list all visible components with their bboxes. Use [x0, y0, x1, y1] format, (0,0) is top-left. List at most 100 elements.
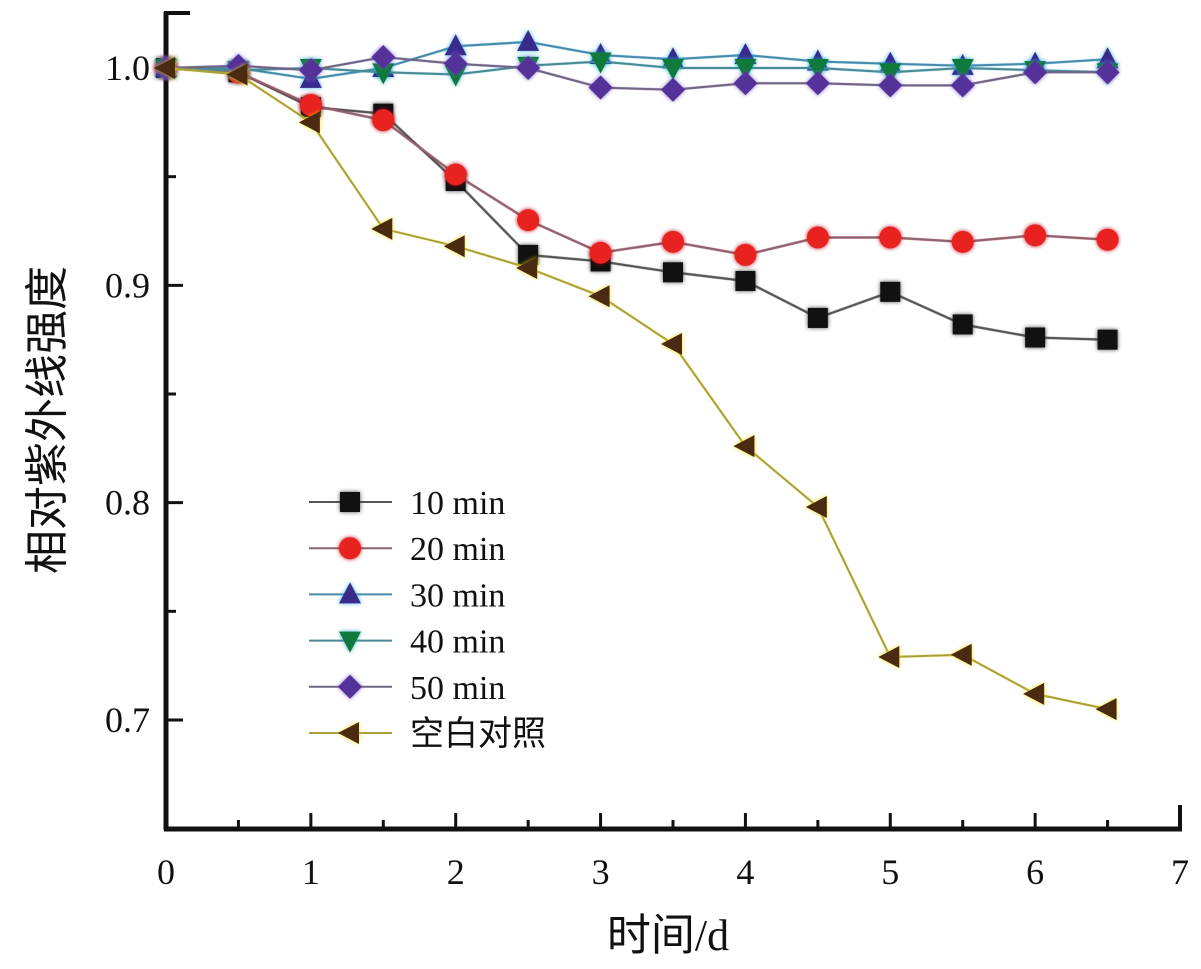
x-ticks	[164, 813, 1182, 829]
data-point	[517, 29, 540, 51]
data-point	[443, 235, 465, 258]
legend-marker	[339, 631, 361, 653]
series-line	[165, 67, 1108, 711]
data-point	[878, 73, 903, 98]
data-point	[444, 65, 467, 87]
data-point	[734, 59, 757, 80]
data-point	[299, 93, 322, 116]
data-point	[298, 58, 323, 83]
data-point	[662, 59, 684, 80]
legend-item: 10 min	[309, 485, 505, 522]
legend-item: 50 min	[309, 670, 505, 707]
y-axis-title: 相对紫外线强度	[23, 266, 72, 574]
data-point	[372, 63, 395, 85]
y-tick-label: 0.9	[105, 265, 150, 305]
legend-marker	[340, 492, 360, 512]
data-point	[1096, 228, 1119, 251]
legend-marker	[339, 582, 361, 604]
y-ticks	[166, 66, 183, 831]
legend-marker	[339, 537, 361, 560]
legend-marker	[338, 722, 359, 744]
legend-label: 空白对照	[410, 715, 546, 753]
x-tick-label: 5	[881, 852, 899, 892]
x-axis-title: 时间/d	[607, 911, 729, 960]
data-point	[1024, 224, 1047, 247]
data-point	[444, 34, 467, 56]
series-line	[165, 67, 1108, 256]
x-tick-label: 4	[736, 852, 754, 892]
data-point	[1095, 698, 1117, 721]
data-point	[371, 217, 393, 240]
data-point	[951, 59, 974, 80]
x-tick-labels: 0 1 2 3 4 5 6 7	[157, 852, 1189, 892]
data-point	[517, 209, 540, 232]
data-point	[733, 435, 755, 458]
y-tick-label: 1.0	[105, 48, 150, 88]
legend: 10 min 20 min 30 min 40 min 50 min 空白对照	[309, 485, 546, 753]
data-point	[1023, 60, 1048, 85]
data-point	[516, 256, 538, 279]
data-point	[950, 73, 975, 98]
data-point	[371, 45, 396, 70]
data-point	[735, 270, 756, 291]
x-tick-label: 7	[1171, 852, 1189, 892]
data-point	[734, 243, 757, 266]
data-point	[878, 645, 900, 668]
series-空白对照	[154, 57, 1117, 721]
data-point	[807, 307, 828, 328]
legend-marker	[338, 674, 362, 699]
legend-item: 40 min	[309, 624, 505, 661]
data-point	[879, 226, 902, 249]
data-point	[806, 226, 829, 249]
data-point	[880, 281, 901, 302]
x-tick-label: 2	[447, 852, 465, 892]
data-point	[588, 285, 610, 308]
data-point	[1025, 327, 1046, 348]
y-tick-label: 0.8	[105, 483, 150, 523]
data-point	[589, 52, 612, 74]
series-30-min	[155, 29, 1119, 88]
series-line-halo	[165, 66, 1108, 711]
data-point	[951, 230, 974, 253]
data-point	[662, 230, 684, 253]
x-tick-label: 6	[1026, 852, 1044, 892]
data-point	[589, 241, 612, 264]
legend-item: 20 min	[309, 531, 505, 568]
legend-item: 30 min	[309, 577, 505, 614]
data-point	[952, 314, 973, 335]
x-tick-label: 0	[157, 852, 175, 892]
legend-label: 10 min	[410, 485, 505, 522]
data-point	[298, 111, 320, 134]
legend-label: 30 min	[410, 577, 505, 614]
data-point	[372, 109, 395, 132]
legend-label: 20 min	[410, 531, 505, 568]
data-point	[516, 56, 541, 80]
data-point	[443, 51, 468, 76]
data-point	[1023, 682, 1045, 705]
data-point	[661, 333, 682, 356]
data-point	[661, 77, 685, 102]
data-point	[1097, 329, 1118, 350]
data-point	[663, 262, 683, 283]
legend-item: 空白对照	[309, 715, 546, 753]
data-point	[950, 643, 972, 666]
x-tick-label: 1	[302, 852, 320, 892]
y-tick-labels: 0.7 0.8 0.9 1.0	[105, 48, 150, 740]
data-point	[154, 57, 175, 79]
data-point	[805, 496, 827, 519]
x-tick-label: 3	[592, 852, 610, 892]
data-point	[805, 71, 830, 96]
data-point	[1096, 47, 1119, 69]
data-point	[588, 75, 613, 100]
series-line	[165, 56, 1108, 91]
series-line	[166, 40, 1108, 80]
data-point	[444, 163, 467, 186]
data-point	[806, 59, 829, 80]
series-10-min	[156, 58, 1118, 350]
series-layer	[154, 29, 1120, 721]
legend-label: 40 min	[410, 624, 505, 661]
data-point	[734, 42, 757, 64]
legend-label: 50 min	[410, 670, 505, 707]
data-point	[1095, 60, 1120, 85]
